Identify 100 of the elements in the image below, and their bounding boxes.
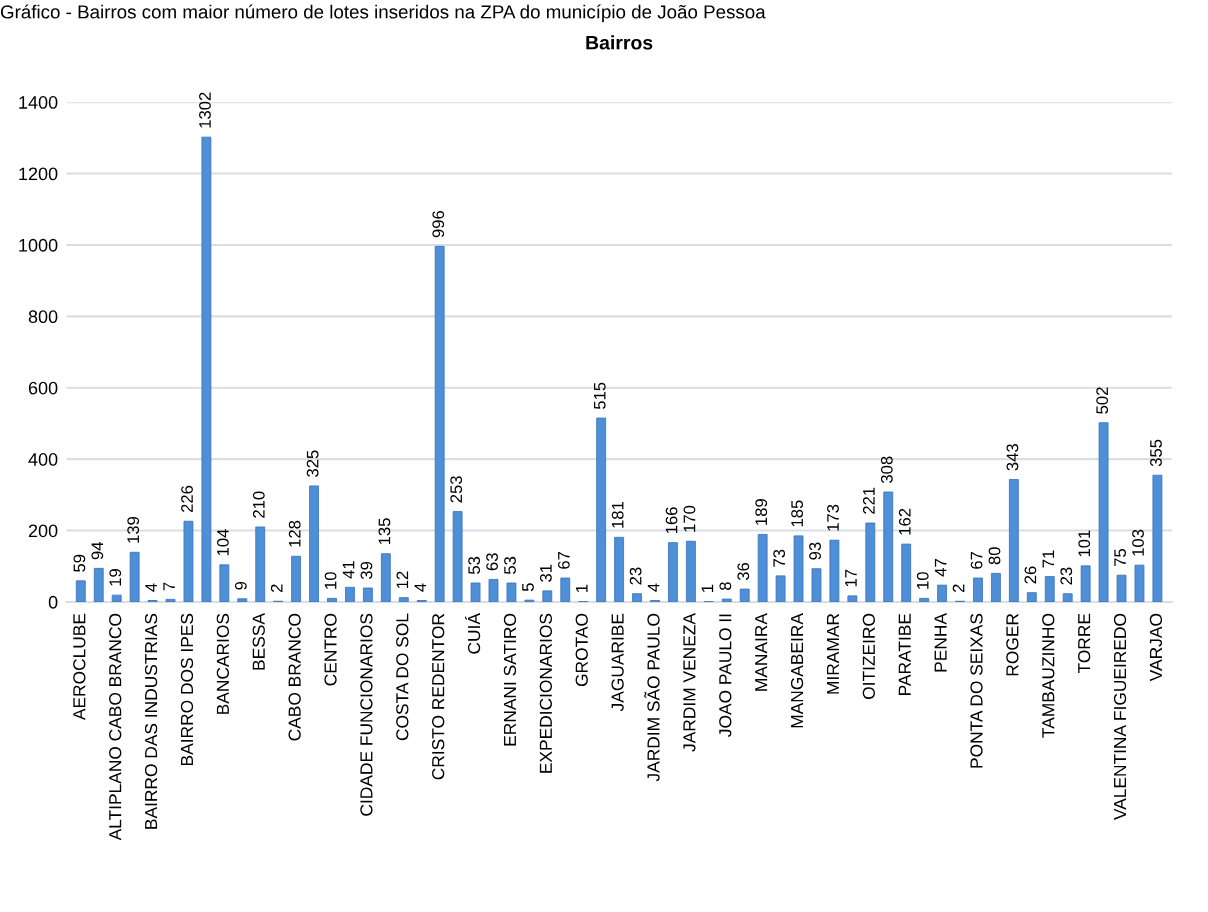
bar — [488, 579, 499, 602]
x-tick-label: PONTA DO SEIXAS — [970, 613, 983, 768]
bar — [506, 582, 517, 602]
bar — [255, 526, 266, 602]
bar — [739, 588, 750, 602]
bar — [721, 598, 732, 602]
x-tick-label: VARJAO — [1149, 613, 1163, 682]
data-label: 80 — [988, 547, 1001, 565]
data-label: 19 — [109, 569, 122, 586]
y-tick-label: 800 — [28, 310, 58, 324]
data-label: 325 — [306, 450, 319, 477]
data-label: 1 — [701, 584, 714, 592]
x-tick-label: AEROCLUBE — [73, 613, 86, 721]
bar — [398, 597, 409, 602]
x-tick-label: CRISTO REDENTOR — [432, 613, 445, 780]
x-tick-label: ROGER — [1006, 613, 1019, 676]
data-label: 31 — [540, 564, 552, 582]
x-tick-label: JARDIM VENEZA — [683, 613, 696, 752]
bar — [542, 590, 553, 602]
x-tick-label: MANAIRA — [755, 613, 768, 691]
data-label: 104 — [217, 529, 229, 556]
data-label: 355 — [1150, 439, 1162, 467]
data-label: 128 — [288, 520, 301, 547]
chart-title: Bairros — [586, 35, 653, 50]
data-label: 515 — [594, 382, 606, 410]
data-label: 9 — [234, 581, 247, 590]
x-tick-label: COSTA DO SOL — [396, 613, 409, 741]
data-label: 101 — [1078, 530, 1091, 557]
data-label: 93 — [809, 542, 821, 560]
x-tick-label: PARATIBE — [898, 613, 911, 695]
data-label: 7 — [163, 582, 175, 591]
data-label: 139 — [127, 516, 140, 543]
bar — [165, 599, 176, 602]
bar — [309, 485, 319, 602]
bar — [434, 245, 445, 602]
y-tick-label: 1400 — [19, 96, 58, 109]
bar — [237, 598, 248, 602]
x-tick-label: TORRE — [1078, 613, 1091, 674]
x-tick-label: ALTIPLANO CABO BRANCO — [109, 613, 122, 841]
bar — [793, 535, 804, 602]
y-tick-label: 1200 — [19, 167, 58, 181]
y-tick-label: 600 — [28, 381, 58, 395]
bar — [291, 555, 302, 602]
bar — [129, 551, 140, 602]
data-label: 10 — [916, 572, 929, 589]
x-tick-label: JAGUARIBE — [611, 613, 624, 712]
data-label: 189 — [755, 499, 768, 525]
data-label: 185 — [791, 500, 804, 527]
bar — [1080, 565, 1091, 602]
data-label: 63 — [486, 553, 498, 571]
bar — [1062, 593, 1073, 602]
x-tick-label: PENHA — [934, 613, 947, 672]
data-label: 308 — [880, 456, 893, 483]
data-label: 343 — [1006, 444, 1019, 471]
bar — [596, 417, 607, 602]
data-label: 67 — [557, 551, 570, 569]
x-tick-label: CENTRO — [324, 613, 337, 686]
bar — [93, 567, 104, 602]
x-tick-label: EXPEDICIONARIOS — [539, 613, 552, 773]
x-tick-label: OITIZEIRO — [862, 613, 875, 700]
data-label: 71 — [1042, 550, 1055, 568]
data-label: 135 — [378, 518, 391, 545]
data-label: 253 — [450, 476, 463, 503]
data-label: 12 — [396, 571, 409, 589]
data-label: 41 — [342, 561, 355, 579]
bar — [345, 586, 355, 602]
y-tick-label: 200 — [28, 524, 58, 538]
bar — [847, 595, 858, 602]
data-label: 5 — [522, 583, 534, 592]
data-label: 4 — [145, 583, 157, 592]
bar — [757, 534, 768, 602]
bar — [991, 572, 1001, 602]
bar — [183, 520, 194, 602]
x-tick-label: BAIRRO DAS INDUSTRIAS — [144, 613, 158, 829]
data-label: 53 — [504, 556, 516, 574]
bar — [75, 580, 86, 602]
bar — [919, 597, 930, 602]
bar — [111, 594, 122, 602]
data-label: 162 — [898, 508, 911, 535]
bar — [811, 568, 822, 602]
data-label: 166 — [665, 507, 678, 534]
x-tick-label: CABO BRANCO — [288, 613, 301, 741]
bar — [1008, 479, 1019, 602]
x-tick-label: BAIRRO DOS IPES — [180, 613, 194, 765]
bar — [668, 542, 678, 602]
x-tick-label: GROTAO — [575, 613, 588, 687]
data-label: 221 — [862, 487, 875, 514]
data-label: 502 — [1096, 387, 1109, 414]
data-label: 170 — [683, 505, 696, 532]
data-label: 75 — [1114, 548, 1126, 566]
bar — [1152, 474, 1163, 602]
bar — [560, 577, 571, 602]
bar — [865, 522, 876, 602]
bar — [685, 540, 696, 602]
data-label: 2 — [270, 584, 283, 593]
bar — [201, 136, 212, 602]
data-label: 8 — [719, 582, 732, 591]
data-label: 210 — [252, 491, 265, 518]
x-tick-label: BESSA — [252, 613, 265, 670]
bar — [973, 577, 983, 602]
